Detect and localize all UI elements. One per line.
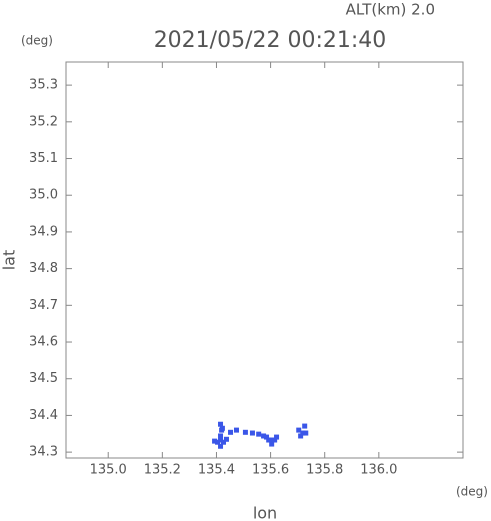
radar-point [233, 427, 239, 433]
radar-point [256, 431, 262, 437]
radar-point [215, 439, 221, 445]
radar-point [274, 434, 280, 440]
radar-point [266, 437, 272, 443]
radar-point [303, 430, 309, 436]
x-tick-label: 135.6 [252, 463, 289, 478]
x-tick-label: 135.8 [306, 463, 343, 478]
radar-point [269, 441, 275, 447]
radar-point [300, 430, 306, 436]
x-tick-label: 136.0 [360, 463, 397, 478]
y-unit: (deg) [21, 34, 53, 48]
chart-title: 2021/05/22 00:21:40 [154, 28, 387, 53]
radar-point [218, 443, 224, 449]
radar-point [218, 433, 224, 439]
y-tick-label: 35.1 [29, 151, 58, 166]
radar-point [223, 436, 229, 442]
radar-point [228, 429, 234, 435]
radar-point [221, 439, 227, 445]
y-tick-label: 35.3 [29, 78, 58, 93]
y-tick-label: 34.8 [29, 261, 58, 276]
y-axis-label: lat [0, 250, 19, 271]
y-tick-label: 34.5 [29, 371, 58, 386]
radar-point [296, 427, 302, 433]
radar-point [272, 437, 278, 443]
x-axis-label: lon [253, 504, 277, 521]
radar-point [261, 433, 267, 439]
radar-point [298, 433, 304, 439]
plot-frame [65, 61, 464, 459]
radar-point [302, 423, 308, 429]
radar-point [212, 438, 218, 444]
x-tick-label: 135.2 [144, 463, 181, 478]
y-tick-label: 35.2 [29, 114, 58, 129]
altitude-label: ALT(km) 2.0 [346, 1, 435, 19]
y-tick-label: 34.9 [29, 224, 58, 239]
y-tick-label: 34.3 [29, 445, 58, 460]
radar-point [249, 430, 255, 436]
x-tick-label: 135.0 [90, 463, 127, 478]
y-tick-label: 35.0 [29, 188, 58, 203]
radar-point [219, 425, 225, 431]
y-tick-label: 34.6 [29, 335, 58, 350]
x-tick-label: 135.4 [198, 463, 235, 478]
radar-point [218, 437, 224, 443]
radar-point [218, 421, 224, 427]
y-tick-label: 34.7 [29, 298, 58, 313]
radar-point [242, 429, 248, 435]
radar-point [264, 434, 270, 440]
y-tick-label: 34.4 [29, 408, 58, 423]
x-unit: (deg) [456, 485, 488, 499]
